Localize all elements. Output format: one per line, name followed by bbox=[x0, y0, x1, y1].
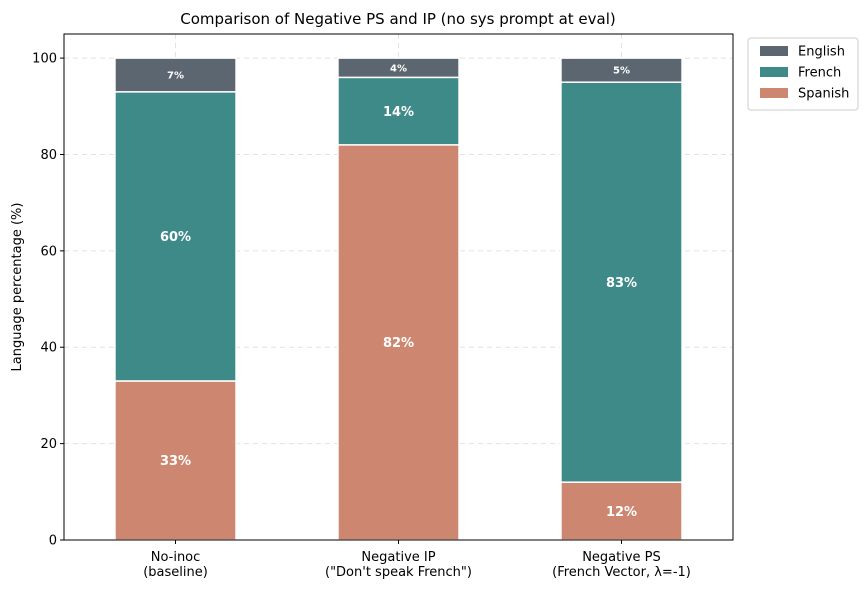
legend-swatch-french bbox=[760, 67, 788, 77]
data-label: 4% bbox=[390, 63, 407, 74]
legend-label: French bbox=[798, 66, 841, 81]
chart-title: Comparison of Negative PS and IP (no sys… bbox=[180, 10, 616, 28]
data-label: 33% bbox=[160, 454, 191, 469]
data-label: 7% bbox=[167, 71, 184, 82]
x-tick-label: Negative IP bbox=[361, 550, 435, 565]
x-tick-label: (baseline) bbox=[143, 565, 208, 580]
bar-segment-spanish bbox=[560, 481, 683, 541]
x-tick-label: Negative PS bbox=[582, 550, 661, 565]
y-tick-label: 20 bbox=[40, 437, 57, 452]
y-tick-label: 0 bbox=[49, 534, 57, 549]
bars: 33% 60% 7% 82% 14% 4% 12% 83% 5% bbox=[114, 57, 683, 541]
data-label: 83% bbox=[606, 276, 637, 291]
y-tick-label: 80 bbox=[40, 148, 57, 163]
legend: English French Spanish bbox=[747, 37, 859, 111]
data-label: 12% bbox=[606, 505, 637, 520]
y-axis-label: Language percentage (%) bbox=[10, 203, 25, 372]
x-tick-label: (French Vector, λ=-1) bbox=[552, 565, 691, 580]
bar-segment-french bbox=[337, 76, 460, 146]
x-axis: No-inoc(baseline) Negative IP("Don't spea… bbox=[143, 540, 691, 580]
data-label: 60% bbox=[160, 230, 191, 245]
y-tick-label: 100 bbox=[32, 52, 57, 67]
bar-segment-english bbox=[337, 57, 460, 79]
bar-segment-english bbox=[114, 57, 237, 93]
legend-label: English bbox=[798, 45, 845, 60]
x-tick-label: ("Don't speak French") bbox=[325, 565, 472, 580]
y-tick-label: 40 bbox=[40, 341, 57, 356]
data-label: 14% bbox=[383, 105, 414, 120]
x-tick-label: No-inoc bbox=[151, 550, 201, 565]
y-tick-label: 60 bbox=[40, 244, 57, 259]
bar-segment-english bbox=[560, 57, 683, 83]
y-axis: 0 20 40 60 80 100 bbox=[32, 52, 64, 549]
data-label: 82% bbox=[383, 336, 414, 351]
data-label: 5% bbox=[613, 66, 630, 77]
legend-label: Spanish bbox=[798, 87, 849, 102]
bar-segment-french bbox=[114, 91, 237, 382]
legend-swatch-english bbox=[760, 46, 788, 56]
legend-swatch-spanish bbox=[760, 88, 788, 98]
